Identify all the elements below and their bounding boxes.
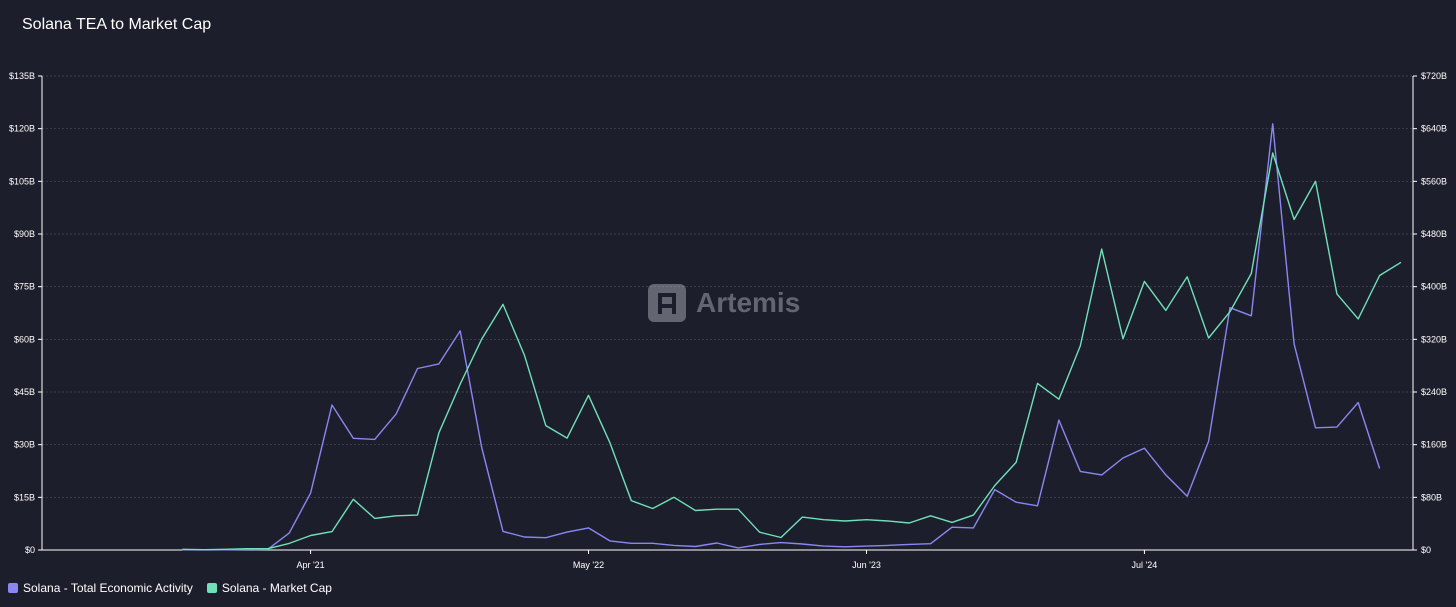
legend-label-tea: Solana - Total Economic Activity <box>23 581 193 595</box>
y-left-tick-label: $135B <box>9 71 35 81</box>
y-right-tick-label: $480B <box>1421 229 1447 239</box>
legend-item-mcap[interactable]: Solana - Market Cap <box>206 581 332 595</box>
y-left-tick-label: $45B <box>14 387 35 397</box>
legend-label-mcap: Solana - Market Cap <box>221 581 332 595</box>
y-left-tick-label: $0 <box>25 545 35 555</box>
legend-swatch-tea <box>8 583 18 593</box>
series <box>182 123 1402 551</box>
watermark-text: Artemis <box>696 287 801 318</box>
x-tick-label: Apr '21 <box>296 560 324 570</box>
y-right-tick-label: $240B <box>1421 387 1447 397</box>
chart-title: Solana TEA to Market Cap <box>22 16 212 33</box>
legend-swatch-mcap <box>206 583 217 593</box>
y-right-tick-label: $160B <box>1421 440 1447 450</box>
y-left-tick-label: $105B <box>9 176 35 186</box>
x-tick-label: Jun '23 <box>852 560 881 570</box>
y-right-tick-label: $400B <box>1421 282 1447 292</box>
x-tick-label: May '22 <box>573 560 604 570</box>
y-left-tick-label: $60B <box>14 334 35 344</box>
legend-item-tea[interactable]: Solana - Total Economic Activity <box>8 581 193 595</box>
legend: Solana - Total Economic Activity Solana … <box>8 581 332 595</box>
y-left-tick-label: $15B <box>14 492 35 502</box>
axes: $0 $15B $30B $45B $60B $75B $90B $105B $120B $135… <box>9 71 1447 570</box>
y-left-tick-label: $120B <box>9 124 35 134</box>
y-left-tick-label: $90B <box>14 229 35 239</box>
y-left-tick-label: $30B <box>14 440 35 450</box>
artemis-watermark: Artemis <box>648 284 800 322</box>
y-right-tick-label: $560B <box>1421 176 1447 186</box>
x-tick-label: Jul '24 <box>1132 560 1158 570</box>
grid <box>42 75 1413 498</box>
series-line-tea <box>182 123 1381 551</box>
y-left-tick-label: $75B <box>14 282 35 292</box>
y-right-tick-label: $720B <box>1421 71 1447 81</box>
series-line-mcap <box>182 152 1402 551</box>
y-right-tick-label: $0 <box>1421 545 1431 555</box>
y-right-tick-label: $80B <box>1421 492 1442 502</box>
y-right-tick-label: $320B <box>1421 334 1447 344</box>
y-right-tick-label: $640B <box>1421 124 1447 134</box>
artemis-logo-icon <box>648 284 686 322</box>
